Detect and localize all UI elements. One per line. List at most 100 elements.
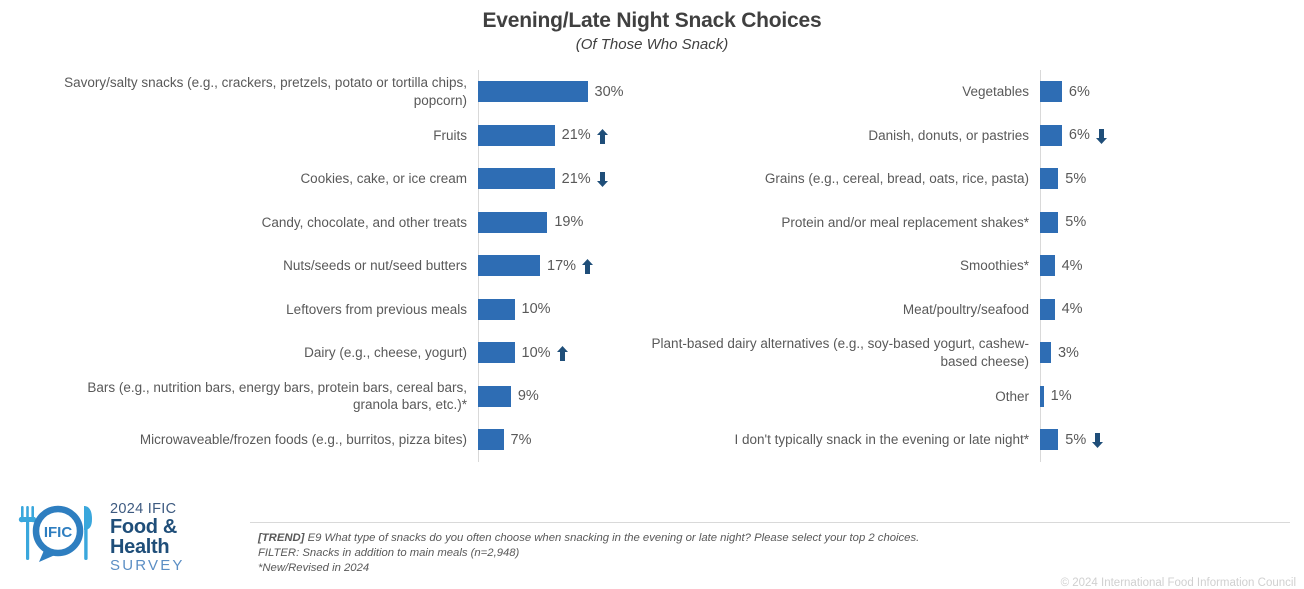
- bar-row: Dairy (e.g., cheese, yogurt) 10%: [60, 331, 660, 375]
- bar: [1040, 385, 1044, 407]
- bar-value-text: 30%: [594, 83, 624, 100]
- trend-down-arrow-icon: [1092, 433, 1104, 449]
- bar-zone: 19%: [478, 201, 660, 245]
- bar: [478, 81, 588, 103]
- logo-year-line: 2024 IFIC: [110, 501, 177, 517]
- bar-value-label: 7%: [511, 432, 532, 448]
- bar-zone: 10%: [478, 331, 660, 375]
- bar-value-text: 1%: [1050, 388, 1072, 405]
- bar-row: Leftovers from previous meals 10%: [60, 288, 660, 332]
- bar-row: Fruits 21%: [60, 114, 660, 158]
- bar: [1040, 255, 1055, 277]
- bar-category-label: Candy, chocolate, and other treats: [261, 214, 467, 230]
- bar-zone: 5%: [1040, 157, 1285, 201]
- bar: [478, 298, 515, 320]
- bar-category-label: Dairy (e.g., cheese, yogurt): [304, 345, 467, 360]
- bar-zone: 4%: [1040, 244, 1285, 288]
- bar-value-label: 21%: [561, 127, 608, 144]
- bar-value-label: 5%: [1065, 171, 1086, 187]
- bar: [478, 124, 555, 146]
- chart-area: Savory/salty snacks (e.g., crackers, pre…: [0, 70, 1304, 462]
- bar-row: Danish, donuts, or pastries 6%: [645, 114, 1285, 158]
- bar-row: Candy, chocolate, and other treats 19%: [60, 201, 660, 245]
- bar: [1040, 298, 1055, 320]
- footer-divider: [250, 522, 1290, 523]
- bar-value-label: 4%: [1062, 301, 1083, 317]
- bar: [478, 429, 504, 451]
- logo-title-line: Food & Health: [110, 515, 178, 559]
- ific-logo-text: 2024 IFIC Food & Health SURVEY: [110, 502, 240, 573]
- logo-survey-line: SURVEY: [110, 556, 185, 574]
- bar-value-text: 4%: [1061, 301, 1083, 318]
- bar-category-label: Leftovers from previous meals: [286, 301, 467, 317]
- page-subtitle: (Of Those Who Snack): [575, 36, 729, 53]
- bar-row: Other 1%: [645, 375, 1285, 419]
- bar-value-text: 17%: [547, 257, 577, 274]
- trend-up-arrow-icon: [582, 259, 594, 275]
- bar-row: Cookies, cake, or ice cream 21%: [60, 157, 660, 201]
- bar-value-text: 6%: [1068, 83, 1090, 100]
- bar-row: Bars (e.g., nutrition bars, energy bars,…: [60, 375, 660, 419]
- bar-zone: 3%: [1040, 331, 1285, 375]
- bar-row: Microwaveable/frozen foods (e.g., burrit…: [60, 418, 660, 462]
- bar-zone: 10%: [478, 288, 660, 332]
- bar-value-text: 21%: [561, 127, 591, 144]
- ific-survey-logo: IFIC 2024 IFIC Food & Health SURVEY: [18, 498, 240, 573]
- bar-category-label: Other: [995, 388, 1029, 404]
- bar-value-label: 5%: [1065, 431, 1104, 449]
- bar-category-label: Vegetables: [962, 84, 1029, 99]
- bar-category-label: Meat/poultry/seafood: [902, 301, 1029, 317]
- bar-row: Smoothies* 4%: [645, 244, 1285, 288]
- trend-tag: [TREND]: [258, 532, 305, 544]
- trend-up-arrow-icon: [596, 128, 608, 144]
- bar-value-text: 5%: [1065, 431, 1087, 448]
- bar-zone: 4%: [1040, 288, 1285, 332]
- ific-logo-mark: IFIC: [18, 500, 104, 566]
- trend-down-arrow-icon: [596, 172, 608, 188]
- bar-value-text: 19%: [554, 214, 584, 231]
- bar-category-label: Protein and/or meal replacement shakes*: [781, 214, 1029, 230]
- bar-category-label: Smoothies*: [959, 258, 1029, 273]
- bar-category-label: Microwaveable/frozen foods (e.g., burrit…: [139, 432, 467, 447]
- question-text: E9 What type of snacks do you often choo…: [307, 532, 920, 544]
- bar-value-text: 5%: [1065, 170, 1087, 187]
- ific-mark-text: IFIC: [44, 524, 72, 541]
- bar: [1040, 168, 1059, 190]
- bar-rows-left: Savory/salty snacks (e.g., crackers, pre…: [60, 70, 660, 462]
- bar-row: I don't typically snack in the evening o…: [645, 418, 1285, 462]
- title-block: Evening/Late Night Snack Choices (Of Tho…: [0, 8, 1304, 56]
- bar: [478, 342, 515, 364]
- footnote-new-revised: *New/Revised in 2024: [258, 562, 370, 574]
- bar-zone: 7%: [478, 418, 660, 462]
- bar: [478, 168, 555, 190]
- bar-zone: 5%: [1040, 201, 1285, 245]
- bar-value-text: 7%: [510, 431, 532, 448]
- bar-value-label: 1%: [1051, 388, 1072, 404]
- page-title: Evening/Late Night Snack Choices: [482, 9, 822, 32]
- bar: [1040, 124, 1062, 146]
- footnote-filter: FILTER: Snacks in addition to main meals…: [258, 547, 520, 559]
- bar-category-label: Plant-based dairy alternatives (e.g., so…: [651, 336, 1029, 369]
- bar-value-label: 3%: [1058, 345, 1079, 361]
- chart-column-left: Savory/salty snacks (e.g., crackers, pre…: [60, 70, 660, 462]
- trend-up-arrow-icon: [556, 346, 568, 362]
- bar-category-label: Fruits: [433, 127, 467, 143]
- bar: [1040, 429, 1059, 451]
- bar-row: Grains (e.g., cereal, bread, oats, rice,…: [645, 157, 1285, 201]
- bar: [478, 255, 541, 277]
- copyright-notice: © 2024 International Food Information Co…: [1060, 577, 1296, 589]
- bar-category-label: Nuts/seeds or nut/seed butters: [283, 258, 467, 273]
- bar: [478, 385, 511, 407]
- bar-value-label: 5%: [1065, 214, 1086, 230]
- bar-zone: 17%: [478, 244, 660, 288]
- bar-category-label: Bars (e.g., nutrition bars, energy bars,…: [87, 379, 467, 413]
- bar-category-label: Danish, donuts, or pastries: [868, 127, 1029, 143]
- bar-value-text: 10%: [521, 301, 551, 318]
- bar-zone: 5%: [1040, 418, 1285, 462]
- bar-value-label: 4%: [1062, 258, 1083, 274]
- bar-row: Vegetables 6%: [645, 70, 1285, 114]
- bar-zone: 9%: [478, 375, 660, 419]
- bar: [1040, 81, 1062, 103]
- bar-zone: 30%: [478, 70, 660, 114]
- bar-value-label: 19%: [554, 214, 583, 230]
